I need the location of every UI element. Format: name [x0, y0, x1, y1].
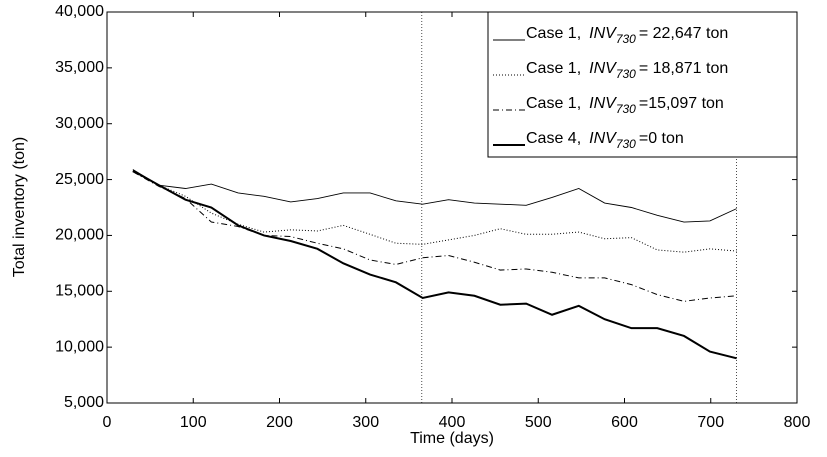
- legend-box: [487, 11, 798, 158]
- legend-label: Case 1, INV730 = 18,871 ton: [526, 60, 728, 81]
- legend-subscript: 730: [616, 137, 636, 151]
- x-tick-label: 100: [180, 414, 207, 431]
- legend-value: = 22,647 ton: [639, 25, 728, 42]
- legend-subscript: 730: [616, 102, 636, 116]
- legend-value: = 18,871 ton: [639, 60, 728, 77]
- y-tick-label: 10,000: [55, 338, 104, 355]
- legend-subscript: 730: [616, 32, 636, 46]
- legend-label: Case 1, INV730 = 22,647 ton: [526, 25, 728, 46]
- legend-subscript: 730: [616, 67, 636, 81]
- legend-value: =0 ton: [639, 130, 684, 147]
- legend-var: INV: [589, 25, 617, 42]
- series-line: [132, 171, 737, 302]
- y-axis-label: Total inventory (ton): [11, 137, 28, 278]
- series-line: [132, 169, 737, 360]
- x-tick-label: 0: [103, 414, 112, 431]
- x-tick-label: 700: [697, 414, 724, 431]
- x-tick-label: 600: [611, 414, 638, 431]
- x-tick-label: 400: [439, 414, 466, 431]
- x-tick-label: 300: [352, 414, 379, 431]
- plot-frame: [106, 11, 798, 404]
- legend-case: Case 1,: [526, 60, 581, 77]
- legend-var: INV: [589, 95, 617, 112]
- y-tick-label: 25,000: [55, 171, 104, 188]
- legend-case: Case 4,: [526, 130, 581, 147]
- y-tick-label: 30,000: [55, 115, 104, 132]
- y-tick-label: 5,000: [64, 394, 104, 411]
- x-axis-label: Time (days): [410, 430, 494, 447]
- series-line: [132, 169, 737, 223]
- x-tick-label: 500: [525, 414, 552, 431]
- legend-label: Case 1, INV730 =15,097 ton: [526, 95, 724, 116]
- legend-label: Case 4, INV730 =0 ton: [526, 130, 684, 151]
- y-tick-label: 35,000: [55, 59, 104, 76]
- legend-var: INV: [589, 130, 617, 147]
- y-tick-label: 15,000: [55, 283, 104, 300]
- y-tick-label: 20,000: [55, 227, 104, 244]
- legend-value: =15,097 ton: [639, 95, 724, 112]
- y-tick-label: 40,000: [55, 3, 104, 20]
- legend-var: INV: [589, 60, 617, 77]
- x-tick-label: 200: [266, 414, 293, 431]
- x-tick-label: 800: [784, 414, 811, 431]
- legend-case: Case 1,: [526, 95, 581, 112]
- legend-case: Case 1,: [526, 25, 581, 42]
